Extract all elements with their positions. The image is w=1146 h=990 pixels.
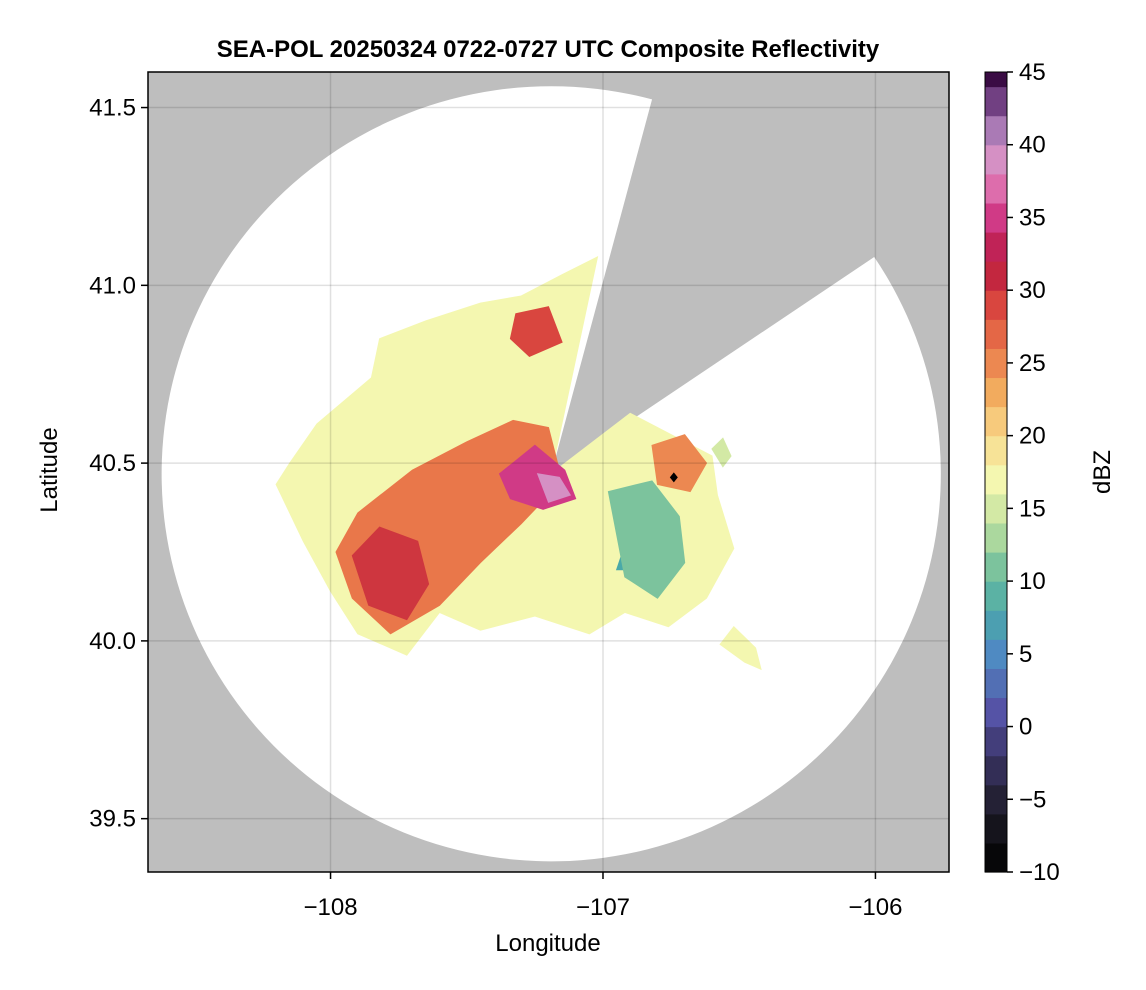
colorbar-tick-label: −5: [1019, 786, 1046, 813]
colorbar-tick-label: 10: [1019, 568, 1046, 595]
y-axis: 39.5 40.0 40.5 41.0 41.5: [89, 95, 148, 833]
echo-bright-center-core: [536, 473, 572, 503]
plot-frame: [147, 71, 950, 873]
colorbar-segment: [985, 639, 1007, 669]
y-axis-label: Latitude: [36, 427, 63, 512]
echo-southwest-core: [351, 526, 430, 621]
colorbar-segment: [985, 581, 1007, 611]
colorbar-segment: [985, 493, 1007, 524]
colorbar-label: dBZ: [1089, 450, 1116, 494]
y-tick-label: 41.5: [89, 95, 136, 122]
x-axis: −108 −107 −106: [304, 872, 902, 921]
colorbar-segment: [985, 406, 1007, 437]
y-tick-label: 41.0: [89, 272, 136, 299]
colorbar-segment: [985, 668, 1007, 699]
chart-title: SEA-POL 20250324 0722-0727 UTC Composite…: [217, 36, 880, 63]
colorbar-tick-label: 45: [1019, 59, 1046, 86]
colorbar-segment: [985, 784, 1007, 815]
grid: [148, 72, 949, 872]
colorbar-segment: [985, 755, 1007, 786]
colorbar-tick-label: 25: [1019, 350, 1046, 377]
y-tick-label: 40.0: [89, 628, 136, 655]
colorbar-tick-label: 35: [1019, 204, 1046, 231]
colorbar-segment: [985, 319, 1007, 349]
colorbar-frame: [984, 71, 1008, 873]
colorbar-segment: [985, 610, 1007, 640]
colorbar-tick-label: 15: [1019, 495, 1046, 522]
colorbar-segment: [985, 72, 1007, 88]
colorbar-segment: [985, 842, 1007, 873]
colorbar-segment: [985, 348, 1007, 379]
colorbar-tick-label: −10: [1019, 859, 1060, 886]
echo-north-cell: [509, 306, 563, 357]
echo-east-shallow-band: [607, 480, 686, 599]
colorbar-tick-label: 40: [1019, 132, 1046, 159]
colorbar-segment: [985, 435, 1007, 466]
colorbar-tick-label: 30: [1019, 277, 1046, 304]
colorbar-segment: [985, 86, 1007, 117]
x-tick-label: −107: [576, 894, 630, 921]
x-tick-label: −106: [848, 894, 902, 921]
colorbar-segment: [985, 522, 1007, 553]
site-marker: [669, 472, 678, 483]
colorbar-segment: [985, 464, 1007, 495]
colorbar: −10 −5 0 5 10 15 20 25 30 35 40 45: [984, 59, 1060, 886]
colorbar-segment: [985, 552, 1007, 582]
colorbar-segment: [985, 115, 1007, 146]
colorbar-segment: [985, 232, 1007, 262]
colorbar-segment: [985, 144, 1007, 175]
colorbar-segment: [985, 290, 1007, 320]
y-tick-label: 39.5: [89, 806, 136, 833]
echo-east-small-cell: [711, 437, 732, 468]
y-tick-label: 40.5: [89, 450, 136, 477]
colorbar-segment: [985, 261, 1007, 291]
colorbar-segment: [985, 697, 1007, 728]
x-tick-label: −108: [304, 894, 358, 921]
colorbar-segment: [985, 726, 1007, 757]
colorbar-tick-label: 5: [1019, 641, 1032, 668]
colorbar-tick-label: 20: [1019, 423, 1046, 450]
x-axis-label: Longitude: [495, 930, 600, 957]
colorbar-segment: [985, 202, 1007, 233]
echo-southeast-isolated-cell: [719, 625, 762, 671]
colorbar-segment: [985, 813, 1007, 844]
colorbar-segment: [985, 173, 1007, 204]
colorbar-segment: [985, 377, 1007, 408]
colorbar-tick-label: 0: [1019, 714, 1032, 741]
plot-area: [148, 72, 949, 872]
echo-east-cell: [651, 434, 708, 493]
echo-layer: [275, 255, 762, 671]
